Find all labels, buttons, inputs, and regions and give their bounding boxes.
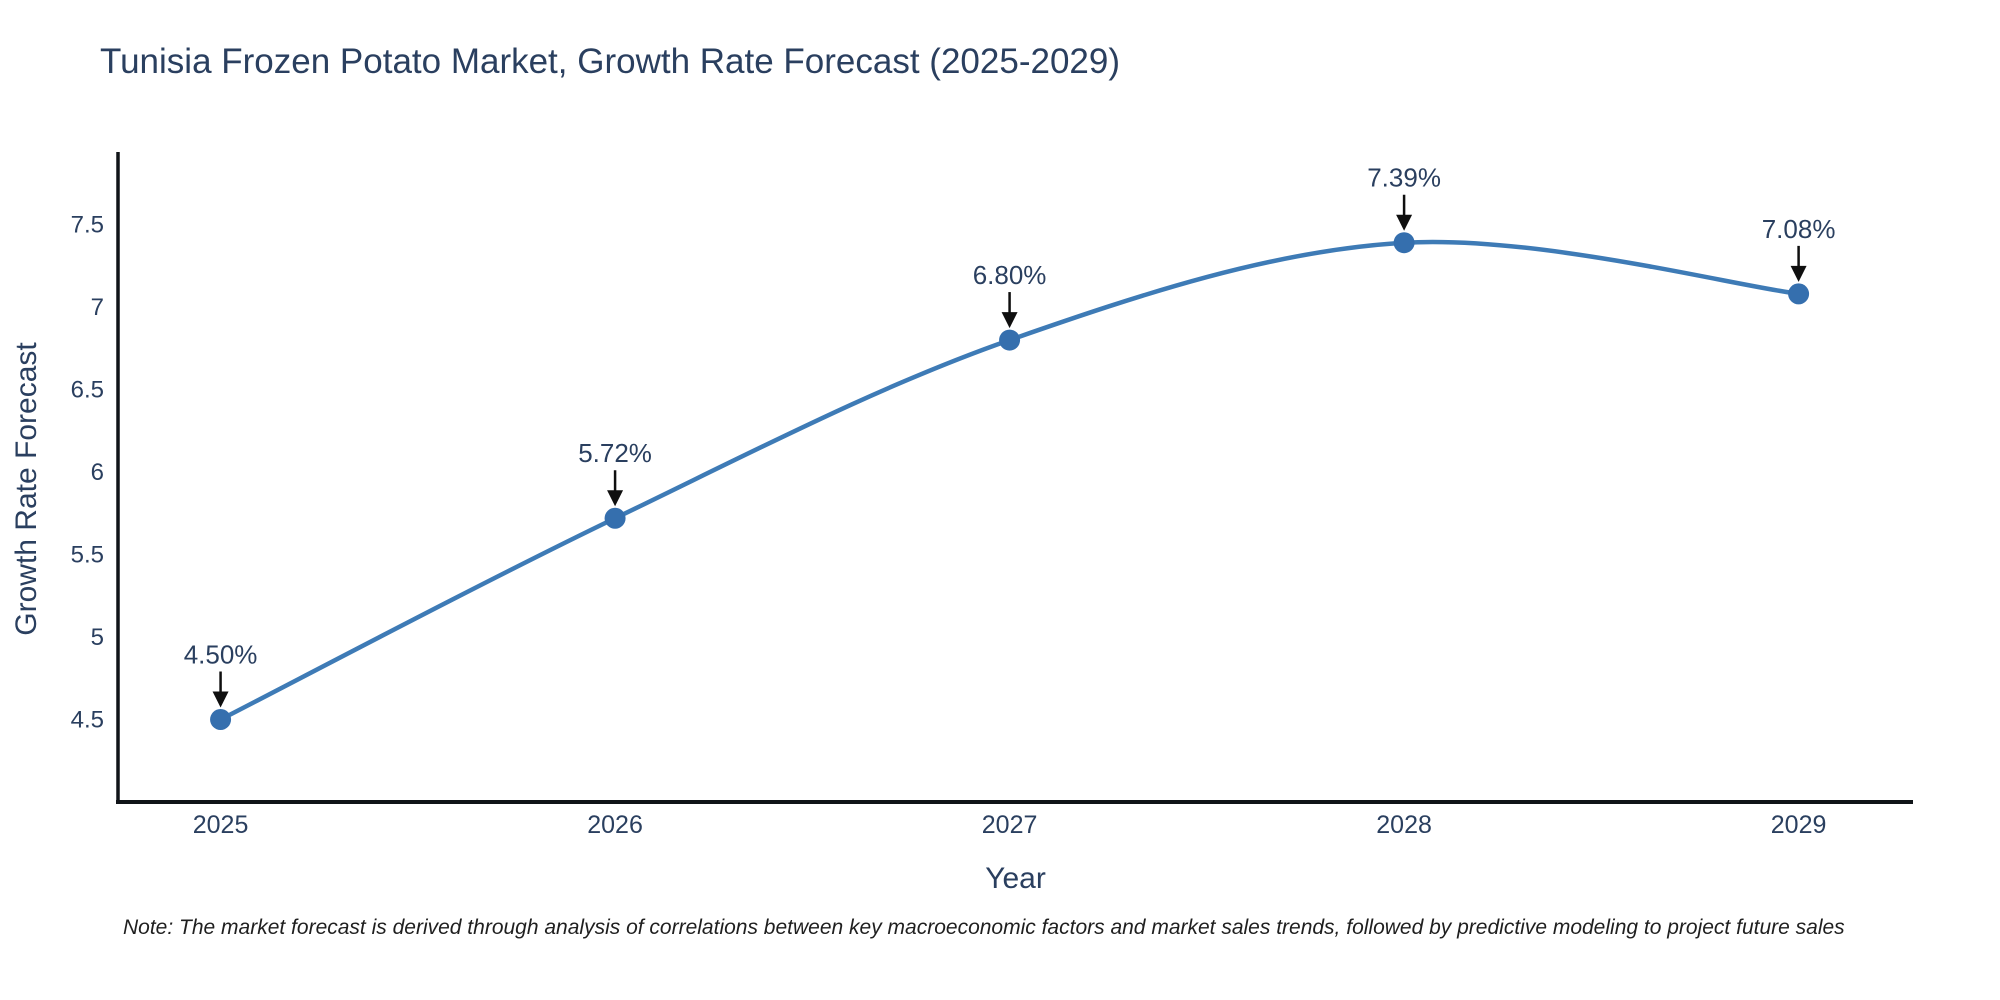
data-point-marker[interactable] xyxy=(210,709,232,731)
annotation-arrowhead-icon xyxy=(1396,214,1413,231)
annotation-label: 6.80% xyxy=(973,260,1047,290)
data-point-marker[interactable] xyxy=(1788,283,1810,305)
y-axis-title: Growth Rate Forecast xyxy=(10,342,43,636)
annotation-label: 7.39% xyxy=(1367,163,1441,193)
x-tick-label: 2028 xyxy=(1376,811,1432,839)
y-tick-label: 5.5 xyxy=(71,542,104,569)
y-tick-label: 6.5 xyxy=(71,377,104,404)
y-tick-label: 7.5 xyxy=(71,212,104,239)
data-point-marker[interactable] xyxy=(999,329,1021,351)
data-point-marker[interactable] xyxy=(1393,232,1415,254)
x-tick-label: 2029 xyxy=(1771,811,1827,839)
x-tick-label: 2027 xyxy=(982,811,1038,839)
data-point-marker[interactable] xyxy=(604,507,626,529)
annotation-label: 7.08% xyxy=(1762,214,1836,244)
x-tick-label: 2026 xyxy=(587,811,643,839)
annotation-arrowhead-icon xyxy=(212,691,229,708)
y-tick-label: 4.5 xyxy=(71,707,104,734)
annotation-label: 4.50% xyxy=(184,640,258,670)
annotation-arrowhead-icon xyxy=(607,490,624,507)
y-tick-label: 5 xyxy=(91,624,104,651)
chart-title: Tunisia Frozen Potato Market, Growth Rat… xyxy=(100,42,1120,81)
annotation-arrowhead-icon xyxy=(1790,265,1807,282)
annotation-label: 5.72% xyxy=(578,438,652,468)
x-tick-label: 2025 xyxy=(193,811,249,839)
y-tick-label: 7 xyxy=(91,294,104,321)
annotation-arrowhead-icon xyxy=(1001,312,1018,329)
y-tick-label: 6 xyxy=(91,459,104,486)
x-axis-title: Year xyxy=(985,862,1046,895)
footnote: Note: The market forecast is derived thr… xyxy=(123,916,1845,939)
